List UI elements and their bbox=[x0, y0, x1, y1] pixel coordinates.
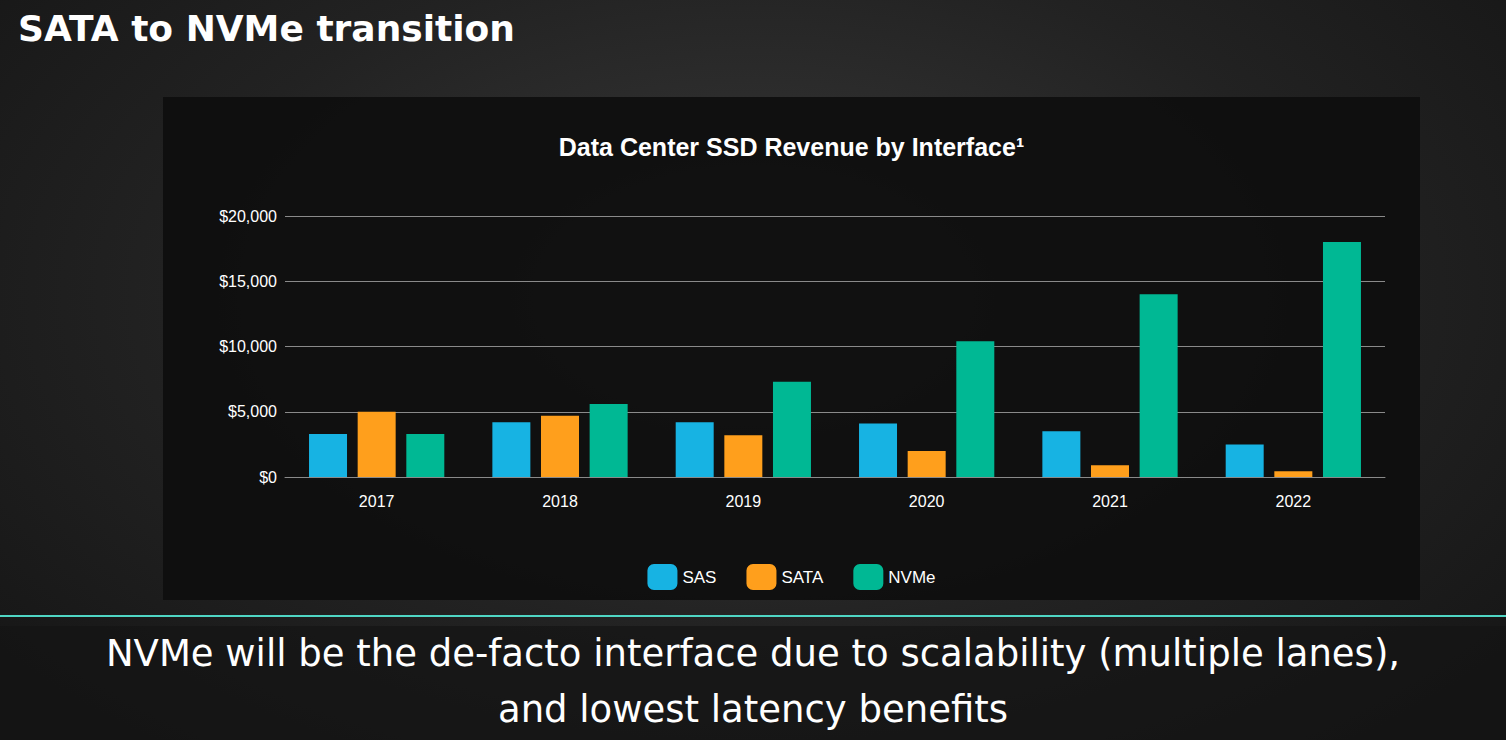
svg-text:SAS: SAS bbox=[682, 568, 716, 587]
svg-text:2017: 2017 bbox=[359, 493, 395, 510]
svg-text:2020: 2020 bbox=[909, 493, 945, 510]
svg-text:$5,000: $5,000 bbox=[228, 403, 277, 420]
html-text:SATA to NVMe transition: SATA to NVMe transition bbox=[18, 8, 515, 49]
svg-text:2022: 2022 bbox=[1276, 493, 1312, 510]
svg-text:$20,000: $20,000 bbox=[219, 208, 277, 225]
svg-text:$0: $0 bbox=[259, 469, 277, 486]
svg-text:2019: 2019 bbox=[726, 493, 762, 510]
svg-text:2021: 2021 bbox=[1092, 493, 1128, 510]
svg-text:SATA: SATA bbox=[781, 568, 824, 587]
html-text:and lowest latency benefits: and lowest latency benefits bbox=[498, 688, 1008, 731]
svg-text:NVMe: NVMe bbox=[888, 568, 935, 587]
svg-text:$15,000: $15,000 bbox=[219, 273, 277, 290]
html-text:NVMe will be the de-facto inte: NVMe will be the de-facto interface due … bbox=[105, 632, 1401, 675]
svg-text:Data Center SSD Revenue by Int: Data Center SSD Revenue by Interface¹ bbox=[559, 133, 1024, 161]
svg-text:2018: 2018 bbox=[542, 493, 578, 510]
svg-text:$10,000: $10,000 bbox=[219, 338, 277, 355]
